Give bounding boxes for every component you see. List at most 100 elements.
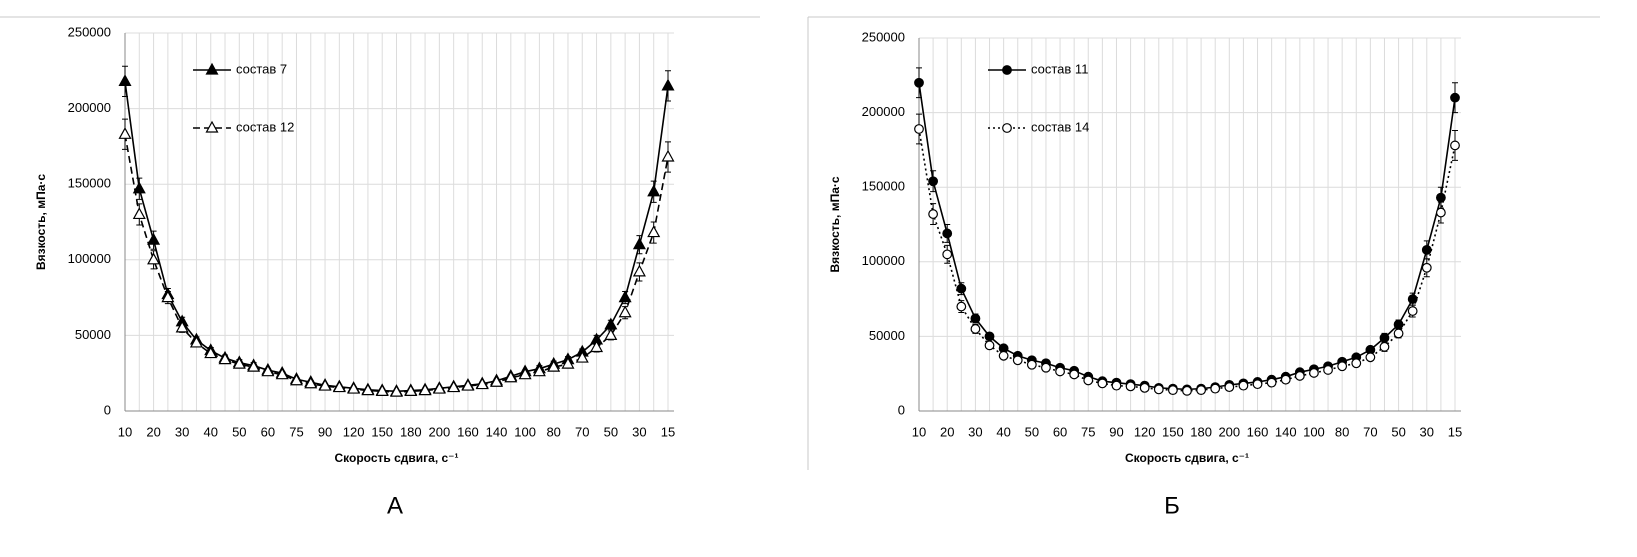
x-tick-label: 200 [429, 424, 451, 439]
data-point [561, 356, 575, 369]
data-point [1182, 385, 1192, 396]
data-point [347, 381, 361, 394]
x-tick-label: 75 [289, 424, 303, 439]
data-point [147, 252, 161, 265]
x-tick-label: 90 [1109, 424, 1123, 439]
x-tick-label: 40 [996, 424, 1010, 439]
x-tick-label: 80 [546, 424, 560, 439]
data-point [118, 74, 132, 86]
data-point [942, 228, 953, 239]
y-tick-label: 100000 [862, 253, 905, 268]
data-point [289, 373, 303, 386]
data-point [1097, 378, 1108, 389]
legend-marker [1002, 123, 1012, 133]
x-tick-label: 30 [632, 424, 646, 439]
y-tick-label: 0 [898, 402, 905, 417]
x-tick-label: 40 [204, 424, 218, 439]
x-tick-label: 70 [575, 424, 589, 439]
x-tick-label: 50 [604, 424, 618, 439]
y-axis-title: Вязкость, мПа·с [828, 176, 842, 272]
x-tick-label: 70 [1363, 424, 1377, 439]
data-point [532, 364, 546, 377]
panel-label: А [387, 492, 403, 519]
legend-label: состав 7 [236, 61, 287, 76]
x-tick-label: 140 [486, 424, 508, 439]
x-tick-label: 90 [318, 424, 332, 439]
data-point [1337, 361, 1348, 372]
data-point [175, 320, 189, 333]
data-point [389, 384, 404, 397]
data-point [984, 331, 995, 342]
data-point [1083, 375, 1094, 386]
legend-label: состав 14 [1031, 119, 1089, 134]
x-axis-title: Скорость сдвига, с⁻¹ [1125, 451, 1249, 465]
data-point [1407, 294, 1418, 305]
data-point [1294, 371, 1305, 381]
data-point [1450, 92, 1460, 103]
data-point [418, 383, 432, 396]
data-point [1224, 382, 1235, 393]
legend-label: состав 11 [1031, 61, 1088, 76]
data-point [1167, 385, 1178, 396]
x-tick-label: 100 [514, 424, 536, 439]
data-point [275, 367, 289, 380]
data-point [928, 176, 939, 187]
y-tick-label: 50000 [75, 327, 111, 342]
x-tick-label: 180 [400, 424, 422, 439]
data-point [1393, 319, 1404, 330]
data-point [1379, 332, 1390, 343]
data-point [1196, 385, 1207, 396]
x-tick-label: 50 [232, 424, 246, 439]
legend-marker [205, 120, 219, 133]
data-point [518, 367, 532, 380]
x-tick-label: 160 [1247, 424, 1269, 439]
data-point [970, 324, 981, 334]
data-point [942, 249, 953, 260]
data-point [132, 181, 146, 194]
data-point [632, 264, 646, 277]
data-point [504, 370, 518, 383]
y-tick-label: 100000 [68, 251, 111, 266]
y-tick-label: 50000 [869, 328, 905, 343]
legend-marker [205, 62, 219, 75]
data-point [218, 352, 232, 365]
data-point [1365, 352, 1376, 363]
data-point [1111, 380, 1122, 391]
data-point [914, 124, 924, 134]
data-point [547, 359, 561, 372]
panel-label: Б [1164, 492, 1180, 519]
data-point [1393, 328, 1404, 339]
data-point [928, 209, 939, 219]
data-point [914, 77, 924, 88]
data-point [432, 381, 446, 394]
data-point [1266, 377, 1277, 388]
x-axis-title: Скорость сдвига, с⁻¹ [335, 451, 459, 465]
data-point [1210, 383, 1221, 394]
data-point [232, 356, 246, 369]
data-point [147, 232, 161, 245]
data-point [661, 78, 675, 91]
data-point [447, 380, 461, 393]
data-point [1139, 382, 1150, 393]
data-point [189, 335, 203, 348]
data-point [161, 290, 175, 303]
x-tick-label: 80 [1335, 424, 1349, 439]
x-tick-label: 200 [1218, 424, 1240, 439]
data-point [361, 383, 375, 396]
y-tick-label: 150000 [68, 176, 111, 191]
y-tick-label: 250000 [862, 29, 905, 44]
data-point [956, 283, 967, 294]
x-tick-label: 15 [661, 424, 675, 439]
data-point [1252, 379, 1263, 390]
data-point [604, 317, 618, 330]
data-point [1238, 380, 1249, 391]
data-point [204, 346, 218, 359]
x-tick-label: 20 [146, 424, 160, 439]
data-point [490, 375, 504, 387]
data-point [1309, 368, 1319, 378]
data-point [1421, 244, 1432, 255]
x-tick-label: 50 [1025, 424, 1039, 439]
data-point [1323, 365, 1333, 375]
x-tick-label: 150 [1162, 424, 1184, 439]
